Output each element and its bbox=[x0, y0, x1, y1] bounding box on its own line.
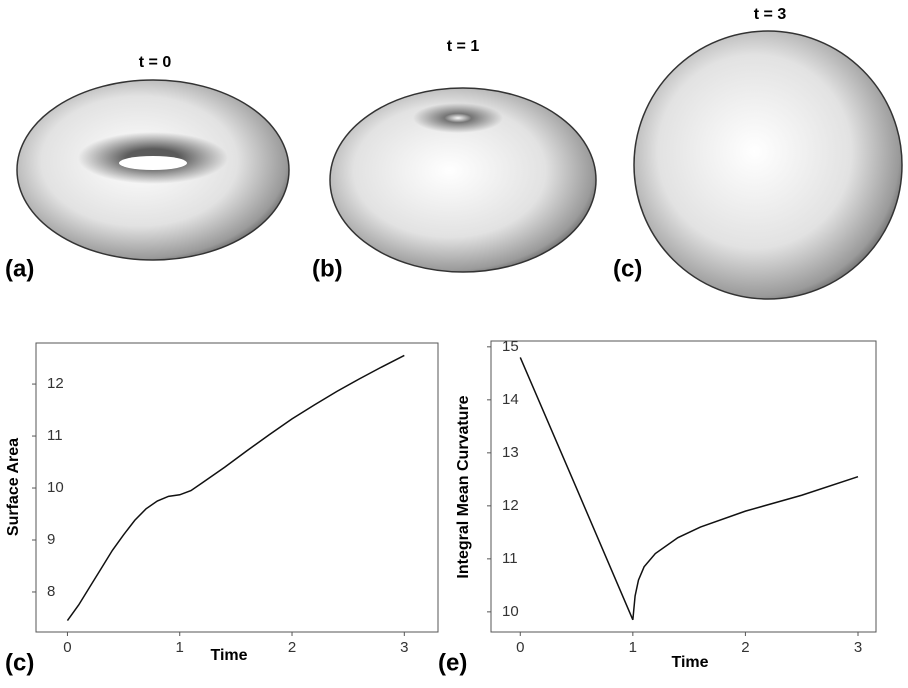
y-tick-label: 11 bbox=[502, 550, 518, 567]
panel-title: t = 0 bbox=[139, 54, 172, 71]
x-tick-label: 1 bbox=[629, 639, 637, 656]
y-tick-label: 13 bbox=[502, 444, 519, 461]
x-tick-label: 3 bbox=[854, 639, 862, 656]
y-tick-label: 9 bbox=[47, 531, 55, 548]
y-axis-title: Surface Area bbox=[5, 438, 22, 536]
line bbox=[66, 354, 405, 622]
x-tick-label: 0 bbox=[63, 639, 71, 656]
y-axis-title: Integral Mean Curvature bbox=[455, 395, 472, 578]
x-tick-label: 2 bbox=[288, 639, 296, 656]
plot-frame bbox=[490, 340, 877, 633]
plot-frame bbox=[35, 342, 439, 633]
x-tick-label: 0 bbox=[516, 639, 524, 656]
x-tick-label: 3 bbox=[400, 639, 408, 656]
y-tick-label: 8 bbox=[47, 583, 55, 600]
sphere bbox=[633, 30, 903, 300]
x-tick-label: 2 bbox=[741, 639, 749, 656]
x-tick-label: 1 bbox=[176, 639, 184, 656]
x-axis-title: Time bbox=[210, 647, 247, 664]
y-tick-label: 14 bbox=[502, 391, 519, 408]
panel-label: (e) bbox=[438, 649, 467, 676]
panel-label: (a) bbox=[5, 255, 34, 282]
y-tick-label: 12 bbox=[502, 497, 519, 514]
panel-title: t = 1 bbox=[447, 38, 480, 55]
y-tick-label: 10 bbox=[502, 603, 519, 620]
panel-label: (b) bbox=[312, 255, 343, 282]
x-axis-title: Time bbox=[671, 654, 708, 671]
pinched-torus bbox=[329, 87, 597, 273]
y-tick-label: 11 bbox=[47, 427, 63, 444]
torus bbox=[16, 79, 290, 261]
line bbox=[519, 357, 859, 621]
y-tick-label: 15 bbox=[502, 338, 519, 355]
y-tick-label: 12 bbox=[47, 375, 64, 392]
panel-title: t = 3 bbox=[754, 6, 787, 23]
panel-label: (c) bbox=[5, 649, 34, 676]
y-tick-label: 10 bbox=[47, 479, 64, 496]
panel-label: (c) bbox=[613, 255, 642, 282]
